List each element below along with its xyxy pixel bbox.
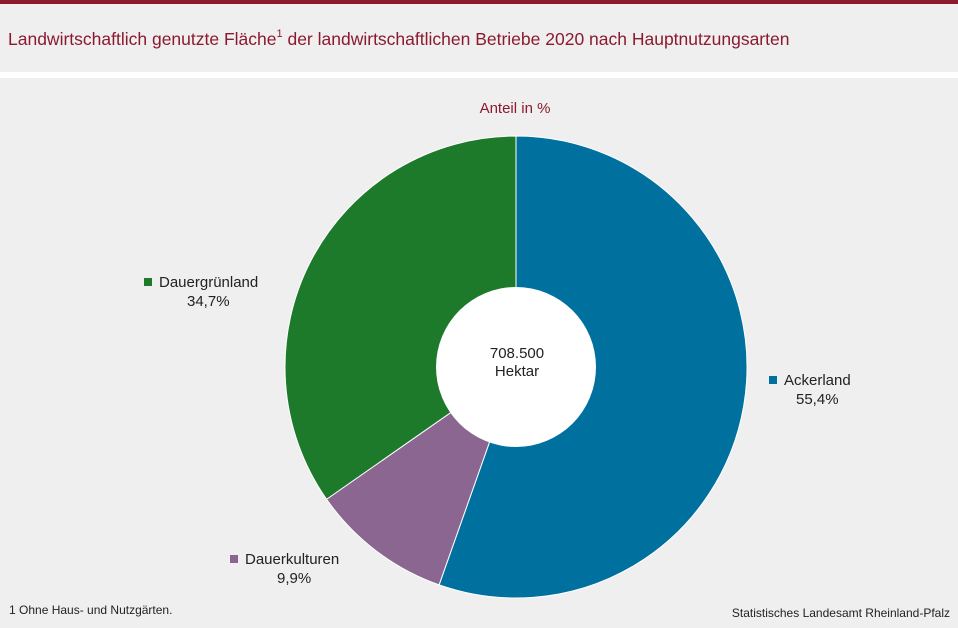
title-main: Landwirtschaftlich genutzte Fläche [8, 29, 277, 49]
center-unit: Hektar [494, 363, 540, 380]
legend-value-ackerland: 55,4% [796, 391, 839, 408]
donut-hole [436, 287, 596, 447]
header-separator [0, 72, 958, 78]
legend-label-dauerkulturen: Dauerkulturen [245, 551, 340, 568]
legend-label-dauergruenland: Dauergrünland [159, 274, 259, 291]
legend-ackerland: Ackerland 55,4% [769, 371, 851, 409]
title-footnote-marker: 1 [276, 28, 283, 40]
legend-dauergruenland: Dauergrünland 34,7% [144, 273, 258, 311]
legend-value-dauerkulturen: 9,9% [277, 570, 312, 587]
footnote: 1 Ohne Haus- und Nutzgärten. [9, 603, 173, 617]
legend-swatch-ackerland [769, 376, 777, 384]
chart-title: Landwirtschaftlich genutzte Fläche1 der … [8, 28, 790, 50]
slice-dauergruenland [284, 135, 517, 500]
source-credit: Statistisches Landesamt Rheinland-Pfalz [731, 606, 950, 620]
center-total: 708.500 [489, 345, 545, 362]
legend-value-dauergruenland: 34,7% [187, 293, 230, 310]
donut-center-label: 708.500 Hektar [457, 345, 577, 381]
top-accent-rule [0, 0, 958, 4]
legend-label-ackerland: Ackerland [784, 372, 851, 389]
legend-swatch-dauergruenland [144, 278, 152, 286]
legend-swatch-dauerkulturen [230, 555, 238, 563]
header: Landwirtschaftlich genutzte Fläche1 der … [0, 4, 958, 72]
legend-dauerkulturen: Dauerkulturen 9,9% [230, 550, 339, 588]
title-rest: der landwirtschaftlichen Betriebe 2020 n… [282, 29, 790, 49]
chart-subtitle: Anteil in % [479, 100, 551, 117]
